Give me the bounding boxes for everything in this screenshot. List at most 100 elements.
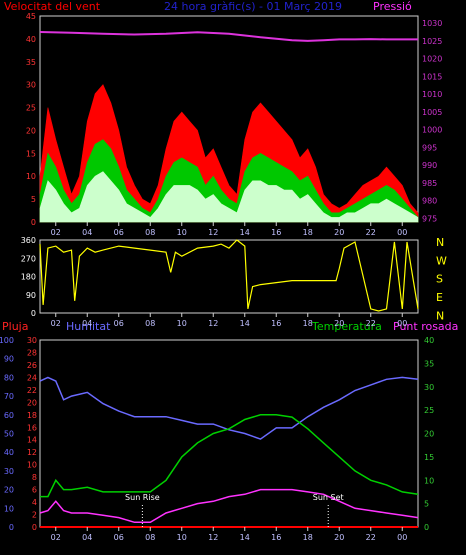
- pressure-ytick-label: 985: [422, 179, 437, 188]
- wind-gust-area: [39, 84, 419, 223]
- pressure-ytick-label: 1000: [422, 126, 442, 135]
- temp-xtick-label: 18: [303, 533, 313, 542]
- pressure-ytick-label: 1020: [422, 55, 442, 64]
- sun-marker-label: Sun Set: [313, 493, 344, 502]
- rain-ytick-label: 2: [32, 511, 37, 520]
- header-pressure-label: Pressió: [373, 0, 412, 13]
- header-center-title: 24 hora gràfic(s) - 01 Març 2019: [164, 0, 342, 13]
- humidity-ytick-label: 30: [4, 467, 14, 476]
- wind-xtick-label: 10: [177, 228, 187, 237]
- temp-xtick-label: 10: [177, 533, 187, 542]
- wind-speed-area: [39, 171, 419, 223]
- direction-ytick-label: 360: [21, 236, 36, 245]
- compass-label: N: [436, 236, 444, 249]
- direction-ytick-label: 0: [31, 309, 36, 318]
- rain-ytick-label: 24: [27, 373, 37, 382]
- pressure-ytick-label: 1005: [422, 108, 442, 117]
- temperature-ytick-label: 5: [424, 500, 429, 509]
- wind-average-area: [39, 139, 419, 223]
- rain-ytick-label: 30: [27, 336, 37, 345]
- direction-line: [39, 239, 419, 312]
- humidity-ytick-label: 40: [4, 448, 14, 457]
- chart-marks: 0510152025303540459759809859909951000100…: [0, 12, 447, 542]
- legend-humidity: Humitat: [66, 320, 111, 333]
- humidity-ytick-label: 20: [4, 486, 14, 495]
- pressure-ytick-label: 995: [422, 143, 437, 152]
- temp-xtick-label: 16: [271, 533, 281, 542]
- rain-ytick-label: 28: [27, 348, 37, 357]
- temperature-ytick-label: 10: [424, 476, 434, 485]
- direction-ytick-label: 180: [21, 273, 36, 282]
- wind-xtick-label: 00: [397, 228, 407, 237]
- pressure-ytick-label: 1015: [422, 72, 442, 81]
- humidity-line: [39, 376, 419, 440]
- humidity-ytick-label: 80: [4, 373, 14, 382]
- temp-xtick-label: 22: [366, 533, 376, 542]
- temp-xtick-label: 14: [240, 533, 250, 542]
- compass-label: N: [436, 309, 444, 322]
- direction-ytick-label: 90: [26, 291, 36, 300]
- direction-xtick-label: 00: [397, 319, 407, 328]
- legend-rain: Pluja: [2, 320, 28, 333]
- humidity-ytick-label: 90: [4, 355, 14, 364]
- wind-xtick-label: 12: [208, 228, 218, 237]
- temp-xtick-label: 04: [82, 533, 92, 542]
- rain-ytick-label: 16: [27, 423, 37, 432]
- humidity-ytick-label: 70: [4, 392, 14, 401]
- pressure-line: [39, 31, 418, 42]
- rain-ytick-label: 0: [32, 523, 37, 532]
- rain-ytick-label: 22: [27, 386, 37, 395]
- pressure-ytick-label: 1010: [422, 90, 442, 99]
- wind-ytick-label: 5: [31, 195, 36, 204]
- header-wind-label: Velocitat del vent: [4, 0, 101, 13]
- temp-xtick-label: 12: [208, 533, 218, 542]
- rain-ytick-label: 18: [27, 411, 37, 420]
- pressure-ytick-label: 1030: [422, 19, 442, 28]
- wind-ytick-label: 35: [26, 58, 36, 67]
- direction-xtick-label: 04: [82, 319, 92, 328]
- wind-xtick-label: 14: [240, 228, 250, 237]
- rain-ytick-label: 10: [27, 461, 37, 470]
- temp-xtick-label: 08: [145, 533, 155, 542]
- temperature-line: [40, 414, 419, 498]
- direction-xtick-label: 22: [366, 319, 376, 328]
- rain-ytick-label: 4: [32, 498, 37, 507]
- wind-ytick-label: 10: [26, 172, 36, 181]
- direction-xtick-label: 16: [271, 319, 281, 328]
- legend-dewpoint: Punt rosada: [393, 320, 458, 333]
- pressure-ytick-label: 990: [422, 161, 437, 170]
- wind-ytick-label: 15: [26, 149, 36, 158]
- direction-xtick-label: 20: [334, 319, 344, 328]
- temp-xtick-label: 00: [397, 533, 407, 542]
- direction-xtick-label: 02: [51, 319, 61, 328]
- temperature-ytick-label: 30: [424, 383, 434, 392]
- rain-ytick-label: 8: [32, 473, 37, 482]
- rain-ytick-label: 20: [27, 398, 37, 407]
- wind-ytick-label: 30: [26, 81, 36, 90]
- temperature-ytick-label: 0: [424, 523, 429, 532]
- legend-temperature: Temperatura: [311, 320, 382, 333]
- compass-label: S: [436, 273, 443, 286]
- temp-xtick-label: 02: [51, 533, 61, 542]
- pressure-ytick-label: 975: [422, 214, 437, 223]
- pressure-ytick-label: 1025: [422, 37, 442, 46]
- wind-xtick-label: 04: [82, 228, 92, 237]
- wind-xtick-label: 06: [114, 228, 124, 237]
- humidity-ytick-label: 100: [0, 336, 14, 345]
- panel-frame-2: [39, 239, 419, 314]
- pressure-ytick-label: 980: [422, 197, 437, 206]
- direction-xtick-label: 10: [177, 319, 187, 328]
- wind-ytick-label: 45: [26, 12, 36, 21]
- wind-xtick-label: 18: [303, 228, 313, 237]
- humidity-ytick-label: 60: [4, 411, 14, 420]
- compass-label: W: [436, 254, 447, 267]
- direction-ytick-label: 270: [21, 254, 36, 263]
- rain-ytick-label: 14: [27, 436, 37, 445]
- temperature-ytick-label: 40: [424, 336, 434, 345]
- wind-ytick-label: 25: [26, 104, 36, 113]
- rain-ytick-label: 26: [27, 361, 37, 370]
- dewpoint-line: [39, 488, 419, 524]
- direction-xtick-label: 12: [208, 319, 218, 328]
- direction-xtick-label: 18: [303, 319, 313, 328]
